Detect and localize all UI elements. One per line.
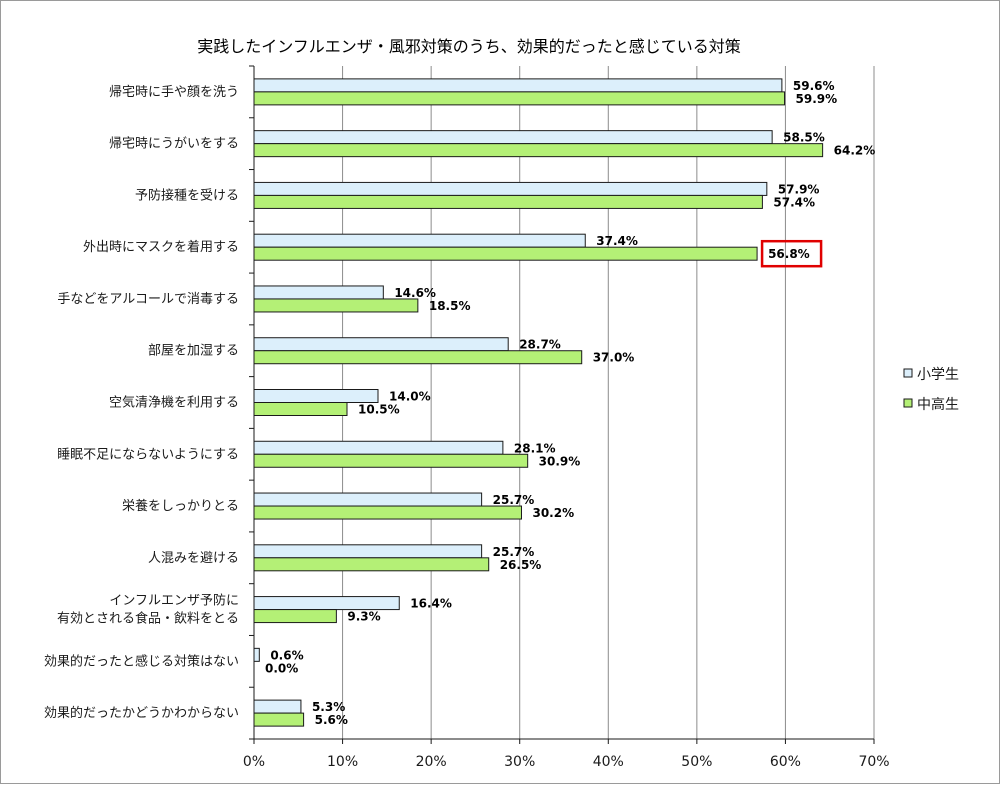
category-label: 栄養をしっかりとる bbox=[122, 498, 239, 514]
bar-elementary bbox=[253, 285, 384, 300]
data-label: 16.4% bbox=[410, 597, 452, 611]
data-label: 30.9% bbox=[539, 454, 581, 468]
bar-elementary bbox=[253, 78, 783, 93]
bar-secondary bbox=[253, 712, 305, 727]
bar-secondary bbox=[253, 298, 419, 313]
category-label: 帰宅時に手や顔を洗う bbox=[109, 84, 239, 100]
bar-elementary bbox=[253, 389, 379, 403]
x-tick-label: 60% bbox=[770, 754, 801, 770]
bar-elementary bbox=[253, 699, 302, 714]
bar-secondary bbox=[253, 505, 522, 520]
bar-secondary bbox=[253, 91, 786, 106]
bar-secondary bbox=[253, 402, 348, 416]
data-label: 25.7% bbox=[493, 493, 535, 507]
data-label: 64.2% bbox=[834, 144, 876, 158]
data-label: 18.5% bbox=[429, 299, 471, 313]
category-label: 部屋を加湿する bbox=[148, 344, 239, 359]
bar-elementary bbox=[253, 130, 773, 145]
bar-secondary bbox=[253, 453, 529, 468]
bar-secondary bbox=[253, 350, 583, 365]
data-label: 9.3% bbox=[347, 610, 380, 624]
data-label: 30.2% bbox=[532, 506, 574, 520]
data-label: 28.7% bbox=[519, 338, 561, 352]
legend-label: 小学生 bbox=[917, 367, 959, 383]
bar-elementary bbox=[253, 233, 586, 248]
data-label: 37.0% bbox=[593, 351, 635, 365]
data-label: 57.4% bbox=[773, 195, 815, 209]
category-label: 効果的だったと感じる対策はない bbox=[44, 653, 239, 669]
category-label: 有効とされる食品・飲料をとる bbox=[57, 611, 239, 627]
category-label: 空気清浄機を利用する bbox=[109, 395, 239, 411]
bar-elementary bbox=[253, 647, 260, 662]
data-label: 14.6% bbox=[394, 286, 436, 300]
bar-secondary bbox=[253, 557, 490, 572]
data-label: 14.0% bbox=[389, 390, 431, 404]
data-label: 58.5% bbox=[783, 131, 825, 145]
data-label: 5.3% bbox=[312, 700, 345, 714]
x-tick-label: 40% bbox=[593, 754, 624, 770]
category-label: 帰宅時にうがいをする bbox=[109, 136, 239, 152]
x-tick-label: 70% bbox=[858, 754, 889, 770]
category-label: 人混みを避ける bbox=[148, 551, 239, 566]
data-label: 0.6% bbox=[270, 648, 303, 662]
x-tick-label: 30% bbox=[504, 754, 535, 770]
x-tick-label: 10% bbox=[327, 754, 358, 770]
x-tick-label: 50% bbox=[681, 754, 712, 770]
bar-secondary bbox=[253, 143, 824, 158]
data-label: 59.6% bbox=[793, 79, 835, 93]
data-label: 25.7% bbox=[493, 545, 535, 559]
data-label: 57.9% bbox=[778, 182, 820, 196]
data-label: 5.6% bbox=[315, 713, 348, 727]
data-label: 10.5% bbox=[358, 403, 400, 417]
data-label: 26.5% bbox=[500, 558, 542, 572]
bar-elementary bbox=[253, 337, 509, 352]
category-label: 効果的だったかどうかわからない bbox=[44, 705, 239, 721]
data-label: 56.8% bbox=[768, 247, 810, 261]
data-label: 0.0% bbox=[265, 661, 298, 675]
category-label: 外出時にマスクを着用する bbox=[83, 239, 239, 255]
legend-swatch bbox=[903, 368, 913, 378]
legend-swatch bbox=[903, 398, 913, 408]
bar-elementary bbox=[253, 440, 504, 455]
data-label: 37.4% bbox=[596, 234, 638, 248]
category-label: 予防接種を受ける bbox=[135, 187, 239, 203]
bar-elementary bbox=[253, 492, 483, 507]
bar-elementary bbox=[253, 544, 483, 559]
legend-label: 中高生 bbox=[917, 396, 959, 413]
bar-secondary bbox=[253, 246, 758, 261]
bar-secondary bbox=[253, 194, 763, 209]
highlight-box bbox=[760, 239, 823, 268]
category-label: インフルエンザ予防に bbox=[109, 593, 239, 609]
chart-title: 実践したインフルエンザ・風邪対策のうち、効果的だったと感じている対策 bbox=[197, 37, 741, 56]
category-label: 手などをアルコールで消毒する bbox=[57, 292, 239, 307]
bar-elementary bbox=[253, 181, 768, 196]
data-label: 28.1% bbox=[514, 441, 556, 455]
x-tick-label: 0% bbox=[243, 754, 265, 770]
bar-secondary bbox=[253, 609, 337, 624]
data-label: 59.9% bbox=[796, 92, 838, 106]
bar-elementary bbox=[253, 596, 400, 611]
x-tick-label: 20% bbox=[416, 754, 447, 770]
category-label: 睡眠不足にならないようにする bbox=[57, 447, 239, 462]
